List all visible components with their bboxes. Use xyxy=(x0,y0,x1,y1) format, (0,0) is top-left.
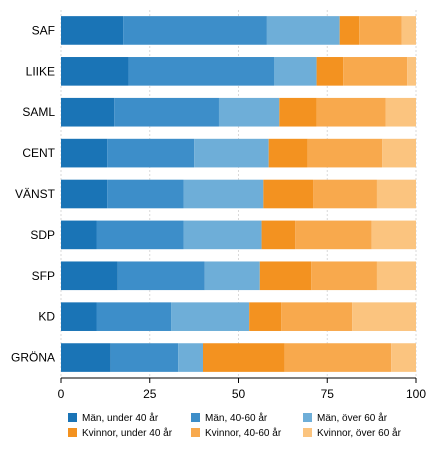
bar-segment xyxy=(178,343,203,372)
legend-label: Kvinnor, 40-60 år xyxy=(205,427,282,439)
x-tick-label: 25 xyxy=(143,387,157,401)
bar-segment xyxy=(61,16,124,45)
bar-segment xyxy=(339,16,360,45)
y-tick-label: CENT xyxy=(22,146,55,160)
y-tick-label: GRÖNA xyxy=(11,351,55,365)
bar-segment xyxy=(61,220,97,250)
bar-segment xyxy=(117,261,205,291)
legend: Män, under 40 år Män, 40-60 år Män, över 6… xyxy=(68,412,402,439)
legend-swatch xyxy=(191,428,200,437)
bars xyxy=(61,16,416,372)
y-tick-label: KD xyxy=(38,310,55,324)
legend-swatch xyxy=(303,413,312,422)
axes: SAF LIIKE SAML CENT VÄNST SDP SFP KD GRÖNA 0 25 50 7… xyxy=(11,23,426,401)
y-tick-label: SAML xyxy=(22,105,55,119)
bar-segment xyxy=(61,302,97,331)
bar-segment xyxy=(376,179,416,209)
bar-segment xyxy=(128,57,274,86)
bar-segment xyxy=(313,179,377,209)
bar-segment xyxy=(61,261,118,291)
bar-segment xyxy=(61,57,129,86)
x-tick-label: 0 xyxy=(58,387,65,401)
bar-segment xyxy=(107,179,184,209)
bar-segment xyxy=(218,97,280,127)
bar-segment xyxy=(307,138,383,168)
bar-segment xyxy=(295,220,372,250)
bar-segment xyxy=(407,57,416,86)
bar-segment xyxy=(61,138,108,168)
bar-segment xyxy=(274,57,317,86)
bar-segment xyxy=(61,97,115,127)
bar-segment xyxy=(203,343,285,372)
legend-swatch xyxy=(68,428,77,437)
bar-segment xyxy=(263,179,314,209)
bar-segment xyxy=(107,138,195,168)
legend-label: Kvinnor, under 40 år xyxy=(82,427,173,439)
bar-segment xyxy=(343,57,408,86)
bar-segment xyxy=(352,302,416,331)
bar-segment xyxy=(110,343,179,372)
y-tick-label: SDP xyxy=(30,228,55,242)
bar-segment xyxy=(311,261,377,291)
legend-swatch xyxy=(303,428,312,437)
bar-segment xyxy=(194,138,269,168)
y-tick-label: VÄNST xyxy=(15,187,56,201)
bar-segment xyxy=(249,302,282,331)
bar-segment xyxy=(61,343,111,372)
bar-segment xyxy=(376,261,416,291)
bar-segment xyxy=(183,220,262,250)
y-tick-label: SAF xyxy=(32,23,55,37)
bar-segment xyxy=(183,179,264,209)
bar-segment xyxy=(385,97,416,127)
bar-segment xyxy=(266,16,340,45)
bar-segment xyxy=(401,16,416,45)
bar-segment xyxy=(281,302,353,331)
x-tick-label: 100 xyxy=(406,387,426,401)
x-tick-label: 75 xyxy=(321,387,335,401)
legend-swatch xyxy=(68,413,77,422)
bar-segment xyxy=(123,16,267,45)
bar-segment xyxy=(316,97,386,127)
y-tick-label: SFP xyxy=(32,269,55,283)
bar-segment xyxy=(204,261,260,291)
legend-label: Män, 40-60 år xyxy=(205,412,268,424)
bar-segment xyxy=(316,57,344,86)
bar-segment xyxy=(279,97,317,127)
legend-swatch xyxy=(191,413,200,422)
legend-label: Kvinnor, över 60 år xyxy=(317,427,402,439)
x-tick-label: 50 xyxy=(232,387,246,401)
bar-segment xyxy=(171,302,250,331)
bar-segment xyxy=(359,16,402,45)
bar-segment xyxy=(284,343,392,372)
bar-segment xyxy=(391,343,416,372)
legend-label: Män, under 40 år xyxy=(82,412,159,424)
legend-label: Män, över 60 år xyxy=(317,412,388,424)
bar-segment xyxy=(96,302,172,331)
bar-segment xyxy=(371,220,416,250)
bar-segment xyxy=(268,138,308,168)
bar-segment xyxy=(382,138,416,168)
bar-segment xyxy=(259,261,312,291)
bar-segment xyxy=(96,220,184,250)
bar-segment xyxy=(261,220,296,250)
bar-segment xyxy=(61,179,108,209)
bar-segment xyxy=(114,97,219,127)
y-tick-label: LIIKE xyxy=(26,64,55,78)
